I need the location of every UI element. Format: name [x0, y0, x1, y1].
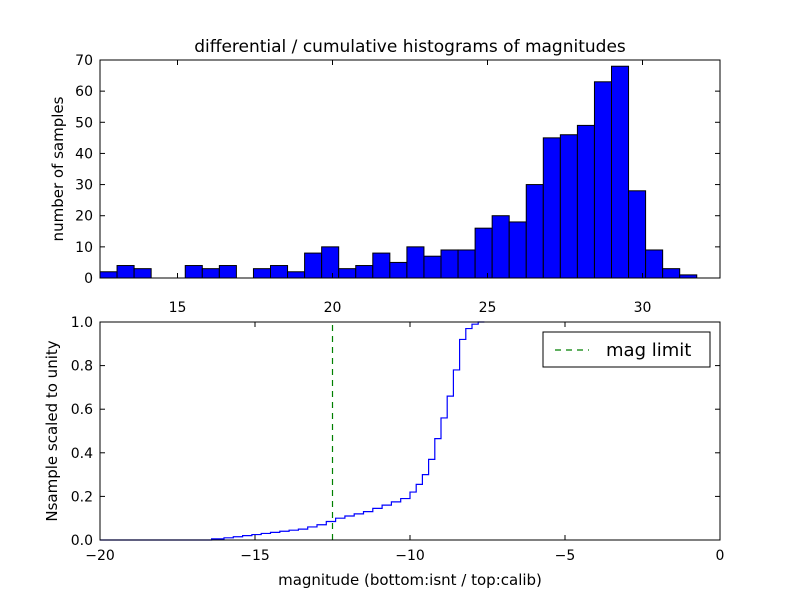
histogram-bar — [593, 81, 613, 279]
legend: mag limit — [542, 331, 711, 368]
top-y-tick-label: 70 — [75, 53, 93, 69]
top-axes-frame — [99, 59, 721, 279]
histogram-bar — [270, 265, 289, 279]
histogram-bar — [372, 252, 391, 279]
histogram-bar — [440, 249, 459, 279]
histogram-bar — [355, 265, 374, 279]
bottom-y-tick-label: 0.4 — [71, 446, 93, 462]
bottom-x-tick-label: −20 — [85, 548, 115, 564]
histogram-bar — [406, 246, 425, 279]
top-y-tick-label: 10 — [75, 240, 93, 256]
histogram-bar — [491, 215, 510, 279]
histogram-bar — [116, 265, 135, 279]
chart-title: differential / cumulative histograms of … — [194, 37, 626, 57]
histogram-bar — [338, 268, 357, 279]
top-y-tick-label: 50 — [75, 115, 93, 131]
legend-label-mag-limit: mag limit — [606, 340, 691, 361]
top-y-tick-label: 20 — [75, 209, 93, 225]
bottom-x-tick-label: 0 — [716, 548, 725, 564]
top-y-tick-label: 40 — [75, 146, 93, 162]
histogram-bar — [201, 268, 220, 279]
bottom-x-tick-label: −15 — [240, 548, 270, 564]
cumulative-lines — [100, 321, 485, 541]
bottom-y-tick-label: 0.2 — [71, 489, 93, 505]
histogram-bar — [321, 246, 340, 279]
bottom-x-tick-label: −10 — [395, 548, 425, 564]
histogram-bar — [99, 271, 118, 279]
histogram-bar — [423, 255, 442, 279]
histogram-bar — [508, 221, 527, 279]
histogram-bar — [389, 261, 408, 279]
histogram-bar — [252, 268, 271, 279]
histogram-bar — [218, 265, 237, 279]
top-x-tick-label: 25 — [479, 300, 497, 316]
bottom-y-tick-label: 0.8 — [71, 359, 93, 375]
histogram-bar — [474, 227, 493, 279]
bottom-y-tick-label: 1.0 — [71, 315, 93, 331]
histogram-bar — [662, 268, 681, 279]
histogram-bar — [304, 252, 323, 279]
bottom-y-tick-label: 0.0 — [71, 533, 93, 549]
histogram-bar — [645, 249, 664, 279]
bottom-x-tick-label: −5 — [555, 548, 576, 564]
bottom-x-axis-label: magnitude (bottom:isnt / top:calib) — [278, 571, 542, 589]
top-y-tick-label: 0 — [84, 271, 93, 287]
histogram-bar — [133, 268, 152, 279]
top-y-axis-label: number of samples — [49, 96, 67, 241]
bottom-y-axis-label: Nsample scaled to unity — [43, 340, 61, 521]
histogram-bar — [628, 190, 647, 279]
bottom-y-tick-label: 0.6 — [71, 402, 93, 418]
top-x-tick-label: 15 — [169, 300, 187, 316]
histogram-bar — [576, 124, 595, 279]
bottom-axis-ticks: −20 −15 −10 −5 0 0.0 0.2 0.4 0.6 0.8 1.0 — [71, 315, 725, 564]
histogram-bar — [184, 265, 203, 279]
top-x-tick-label: 20 — [324, 300, 342, 316]
histogram-bar — [559, 134, 578, 279]
histogram-bar — [542, 137, 561, 279]
histogram-bar — [457, 249, 476, 279]
histogram-bar — [287, 271, 306, 279]
top-y-tick-label: 30 — [75, 178, 93, 194]
cumulative-step-line — [100, 321, 485, 541]
top-y-tick-label: 60 — [75, 84, 93, 100]
histogram-bar — [525, 184, 544, 279]
histogram-bars — [99, 65, 698, 279]
top-axis-ticks: 15 20 25 30 0 10 20 30 40 50 60 70 — [75, 53, 720, 316]
histogram-bar — [611, 65, 630, 279]
top-x-tick-label: 30 — [634, 300, 652, 316]
